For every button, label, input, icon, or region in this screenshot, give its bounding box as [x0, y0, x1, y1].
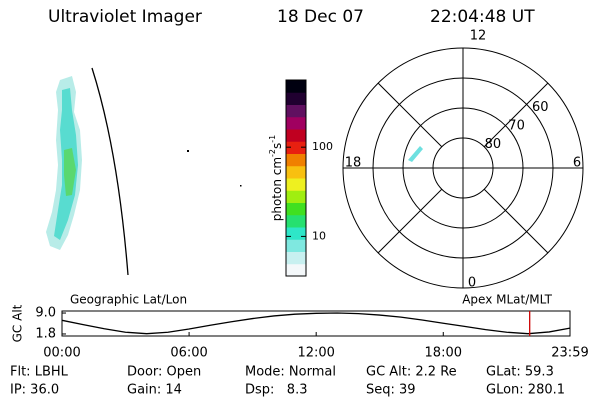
- right-label: Apex MLat/MLT: [462, 293, 552, 307]
- speck: [240, 185, 242, 187]
- y-tick-label: 1.8: [35, 326, 56, 341]
- terminator-line: [91, 67, 129, 276]
- speck: [187, 150, 189, 152]
- x-tick-label: 18:00: [425, 346, 462, 361]
- info-field: GLat: 59.3: [486, 365, 554, 380]
- color-step: [286, 202, 306, 216]
- mlt-label: 18: [345, 156, 362, 171]
- time-title: 22:04:48 UT: [430, 7, 535, 27]
- mlt-label: 12: [470, 29, 487, 44]
- x-tick-label: 06:00: [170, 346, 207, 361]
- color-step: [286, 251, 306, 265]
- color-step: [286, 92, 306, 105]
- color-step: [286, 104, 306, 118]
- aurora-core: [64, 148, 76, 196]
- colorbar-label: photon cm-2s-1: [268, 135, 284, 222]
- x-tick-label: 12:00: [297, 346, 334, 361]
- color-step: [286, 153, 306, 167]
- label-superscript: -2: [268, 149, 277, 157]
- color-step: [286, 239, 306, 252]
- label-superscript: -1: [268, 135, 277, 143]
- mlt-spoke: [483, 82, 549, 148]
- colorbar-tick-label: 100: [312, 140, 333, 153]
- mlt-spoke: [377, 82, 443, 148]
- color-step: [286, 227, 306, 240]
- y-tick-label: 9.0: [35, 306, 56, 321]
- info-field: Door: Open: [127, 365, 201, 380]
- mlt-spoke: [483, 188, 549, 254]
- info-field: Dsp: 8.3: [245, 383, 308, 398]
- color-step: [286, 214, 306, 228]
- color-step: [286, 80, 306, 93]
- color-step: [286, 178, 306, 191]
- color-step: [286, 190, 306, 203]
- info-field: IP: 36.0: [10, 383, 59, 398]
- label-part: photon cm: [270, 157, 284, 221]
- date-title: 18 Dec 07: [277, 7, 364, 27]
- info-field: GC Alt: 2.2 Re: [366, 365, 457, 380]
- latitude-label: 80: [485, 137, 502, 152]
- mlt-label: 6: [573, 156, 581, 171]
- mlt-label: 0: [468, 276, 476, 291]
- footer: Flt: LBHL Door: Open Mode: Normal GC Alt: 2…: [10, 365, 565, 398]
- colorbar-frame: [285, 79, 307, 277]
- x-tick-label: 23:59: [551, 346, 588, 361]
- instrument-title: Ultraviolet Imager: [48, 7, 202, 27]
- color-step: [286, 141, 306, 154]
- info-field: Flt: LBHL: [10, 365, 69, 380]
- info-field: Seq: 39: [366, 383, 416, 398]
- latitude-label: 70: [508, 119, 525, 134]
- label-part: s: [270, 143, 284, 149]
- color-step: [286, 129, 306, 142]
- color-step: [286, 165, 306, 179]
- y-axis-label: GC Alt: [11, 304, 25, 342]
- info-field: Gain: 14: [127, 383, 182, 398]
- mlt-spoke: [377, 188, 443, 254]
- color-step: [286, 263, 306, 277]
- latitude-label: 60: [532, 100, 549, 115]
- info-field: GLon: 280.1: [486, 383, 565, 398]
- auroral-image: [46, 67, 242, 276]
- polar-aurora: [408, 146, 423, 162]
- x-tick-label: 00:00: [43, 346, 80, 361]
- color-step: [286, 116, 306, 130]
- info-field: Mode: Normal: [245, 365, 336, 380]
- left-label: Geographic Lat/Lon: [70, 293, 187, 307]
- colorbar-tick-label: 10: [312, 229, 326, 242]
- altitude-line: [61, 312, 571, 335]
